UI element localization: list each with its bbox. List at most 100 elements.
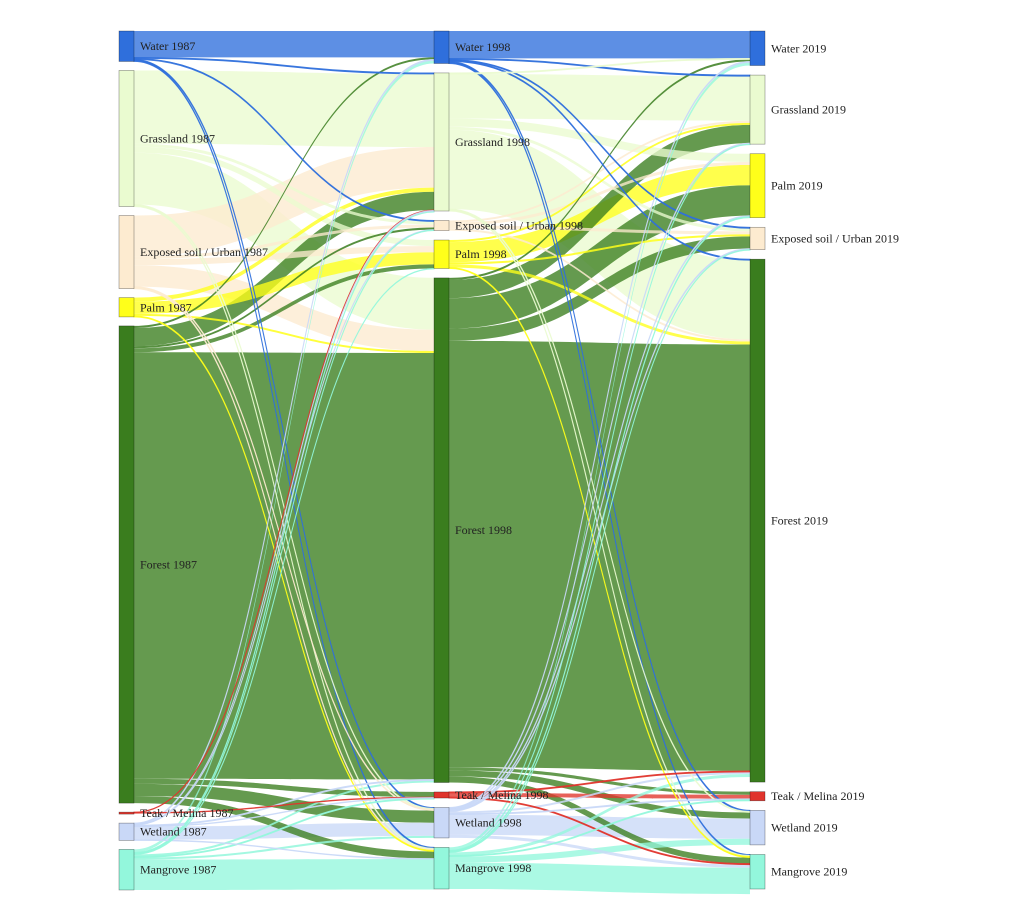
node-label-f98: Forest 1998 (455, 523, 512, 537)
node-label-w19: Water 2019 (771, 41, 826, 55)
node-label-t19: Teak / Melina 2019 (771, 789, 864, 803)
flow-f87-to-t98 (134, 778, 434, 798)
node-label-m87: Mangrove 1987 (140, 863, 216, 877)
flow-g98-to-p19 (449, 118, 750, 162)
labels-layer: Water 1987 Grassland 1987 Exposed soil / U… (140, 39, 899, 879)
flow-p98-to-e19 (449, 234, 750, 265)
node-label-p87: Palm 1987 (140, 300, 192, 314)
node-e98 (433, 220, 450, 231)
node-wl19 (749, 810, 766, 846)
flow-m87-to-t98 (133, 797, 435, 858)
node-label-e87: Exposed soil / Urban 1987 (140, 245, 268, 259)
node-label-f19: Forest 2019 (771, 514, 828, 528)
flow-f87-to-w98 (134, 57, 434, 328)
node-w87 (118, 30, 135, 62)
node-f87 (118, 325, 135, 804)
flow-wl98-to-m19 (449, 834, 750, 868)
node-p87 (118, 297, 135, 318)
node-g87 (118, 70, 135, 207)
node-w19 (749, 30, 766, 66)
flow-p87-to-f98 (134, 313, 434, 354)
node-label-p98: Palm 1998 (455, 247, 507, 261)
node-label-wl87: Wetland 1987 (140, 825, 207, 839)
node-m19 (749, 854, 766, 890)
flow-m87-to-wl98 (134, 835, 434, 860)
node-label-m19: Mangrove 2019 (771, 865, 847, 879)
node-label-w98: Water 1998 (455, 40, 510, 54)
flow-g98-to-f19 (449, 129, 750, 340)
node-m87 (118, 849, 135, 891)
flow-e87-to-p98 (134, 246, 434, 266)
flow-f98-to-p19 (449, 185, 750, 329)
flow-g87-to-g98 (134, 70, 434, 148)
flow-p98-to-f19 (449, 264, 750, 345)
flow-f98-to-f19 (449, 340, 750, 771)
node-g98 (433, 72, 450, 212)
node-wl87 (118, 822, 135, 841)
flow-f98-to-e19 (449, 236, 750, 341)
node-p98 (433, 239, 450, 269)
flow-wl87-to-t98 (133, 797, 435, 828)
flow-m87-to-m98 (134, 859, 434, 890)
links-layer (133, 31, 751, 895)
node-label-t87: Teak / Melina 1987 (140, 806, 233, 820)
node-label-wl19: Wetland 2019 (771, 821, 838, 835)
flow-w98-to-w19 (449, 31, 750, 59)
flow-p98-to-g19 (449, 122, 750, 243)
node-label-w87: Water 1987 (140, 39, 195, 53)
flow-m98-to-m19 (449, 862, 750, 895)
flow-w87-to-w98 (134, 31, 434, 58)
flow-f98-to-w19 (449, 59, 750, 280)
flow-f87-to-e98 (134, 227, 434, 349)
flow-m87-to-f98 (134, 780, 434, 857)
node-label-wl98: Wetland 1998 (455, 816, 522, 830)
node-e87 (118, 215, 135, 289)
flow-wl87-to-g98 (133, 210, 435, 826)
node-t19 (749, 791, 766, 802)
node-g19 (749, 74, 766, 145)
flow-m87-to-p98 (133, 268, 435, 855)
flow-f98-to-g19 (449, 124, 750, 299)
node-label-g19: Grassland 2019 (771, 103, 846, 117)
node-t98 (433, 791, 450, 799)
node-label-e19: Exposed soil / Urban 2019 (771, 231, 899, 245)
flow-g87-to-e98 (134, 143, 434, 225)
node-t87 (118, 811, 135, 815)
node-w98 (433, 30, 450, 64)
flow-g87-to-p98 (134, 146, 434, 247)
flow-wl98-to-wl19 (449, 814, 750, 839)
node-label-t98: Teak / Melina 1998 (455, 788, 548, 802)
flow-m98-to-e19 (448, 249, 751, 853)
node-label-e98: Exposed soil / Urban 1998 (455, 219, 583, 233)
flow-f87-to-p98 (134, 264, 434, 353)
node-f98 (433, 277, 450, 783)
flow-t98-to-t19 (449, 792, 750, 799)
flow-e87-to-e98 (134, 224, 434, 260)
node-p19 (749, 153, 766, 218)
flow-m87-to-g98 (133, 210, 435, 854)
node-label-g98: Grassland 1998 (455, 135, 530, 149)
node-label-f87: Forest 1987 (140, 558, 197, 572)
flow-g98-to-e19 (449, 126, 750, 232)
flow-m98-to-g19 (448, 143, 751, 852)
node-label-m98: Mangrove 1998 (455, 861, 531, 875)
flow-p87-to-g98 (134, 187, 434, 302)
node-wl98 (433, 807, 450, 839)
flow-wl87-to-wl98 (134, 822, 434, 840)
node-f19 (749, 258, 766, 783)
flow-e87-to-g98 (134, 147, 434, 257)
flow-f87-to-g98 (134, 191, 434, 347)
flow-e98-to-g19 (449, 120, 750, 223)
node-m98 (433, 847, 450, 890)
flow-f87-to-f98 (134, 352, 434, 780)
flow-e98-to-f19 (449, 228, 750, 342)
flow-wl98-to-f19 (449, 771, 750, 814)
flow-f98-to-m19 (449, 776, 750, 864)
node-e19 (749, 226, 766, 250)
flow-e98-to-p19 (449, 161, 750, 226)
flow-m98-to-f19 (449, 773, 750, 856)
node-label-g87: Grassland 1987 (140, 131, 215, 145)
node-label-p19: Palm 2019 (771, 179, 823, 193)
nodes-layer (118, 30, 766, 891)
